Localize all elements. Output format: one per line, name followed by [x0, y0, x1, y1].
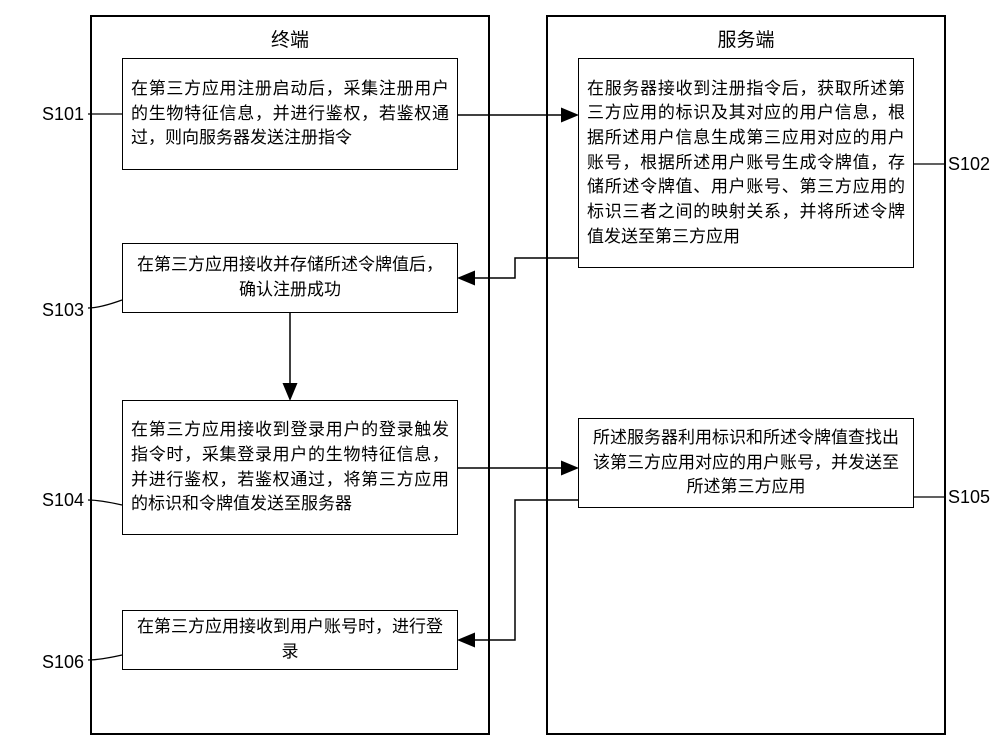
- diagram-canvas: 终端 服务端 在第三方应用注册启动后，采集注册用户的生物特征信息，并进行鉴权，若…: [0, 0, 1000, 752]
- step-s104-label: S104: [42, 490, 84, 511]
- step-s104-box: 在第三方应用接收到登录用户的登录触发指令时，采集登录用户的生物特征信息，并进行鉴…: [122, 400, 458, 535]
- step-s103-box: 在第三方应用接收并存储所述令牌值后，确认注册成功: [122, 243, 458, 313]
- step-s101-text: 在第三方应用注册启动后，采集注册用户的生物特征信息，并进行鉴权，若鉴权通过，则向…: [131, 77, 449, 151]
- step-s101-box: 在第三方应用注册启动后，采集注册用户的生物特征信息，并进行鉴权，若鉴权通过，则向…: [122, 58, 458, 170]
- step-s102-label: S102: [948, 154, 990, 175]
- step-s106-box: 在第三方应用接收到用户账号时，进行登录: [122, 610, 458, 670]
- step-s102-text: 在服务器接收到注册指令后，获取所述第三方应用的标识及其对应的用户信息，根据所述用…: [587, 77, 905, 249]
- step-s102-box: 在服务器接收到注册指令后，获取所述第三方应用的标识及其对应的用户信息，根据所述用…: [578, 58, 914, 268]
- step-s106-label: S106: [42, 652, 84, 673]
- step-s101-label: S101: [42, 104, 84, 125]
- server-column-header: 服务端: [548, 25, 944, 52]
- step-s105-text: 所述服务器利用标识和所述令牌值查找出该第三方应用对应的用户账号，并发送至所述第三…: [587, 426, 905, 500]
- step-s105-label: S105: [948, 487, 990, 508]
- step-s105-box: 所述服务器利用标识和所述令牌值查找出该第三方应用对应的用户账号，并发送至所述第三…: [578, 418, 914, 508]
- terminal-column-header: 终端: [92, 25, 488, 52]
- step-s103-label: S103: [42, 300, 84, 321]
- step-s104-text: 在第三方应用接收到登录用户的登录触发指令时，采集登录用户的生物特征信息，并进行鉴…: [131, 418, 449, 517]
- step-s106-text: 在第三方应用接收到用户账号时，进行登录: [131, 615, 449, 664]
- step-s103-text: 在第三方应用接收并存储所述令牌值后，确认注册成功: [131, 253, 449, 302]
